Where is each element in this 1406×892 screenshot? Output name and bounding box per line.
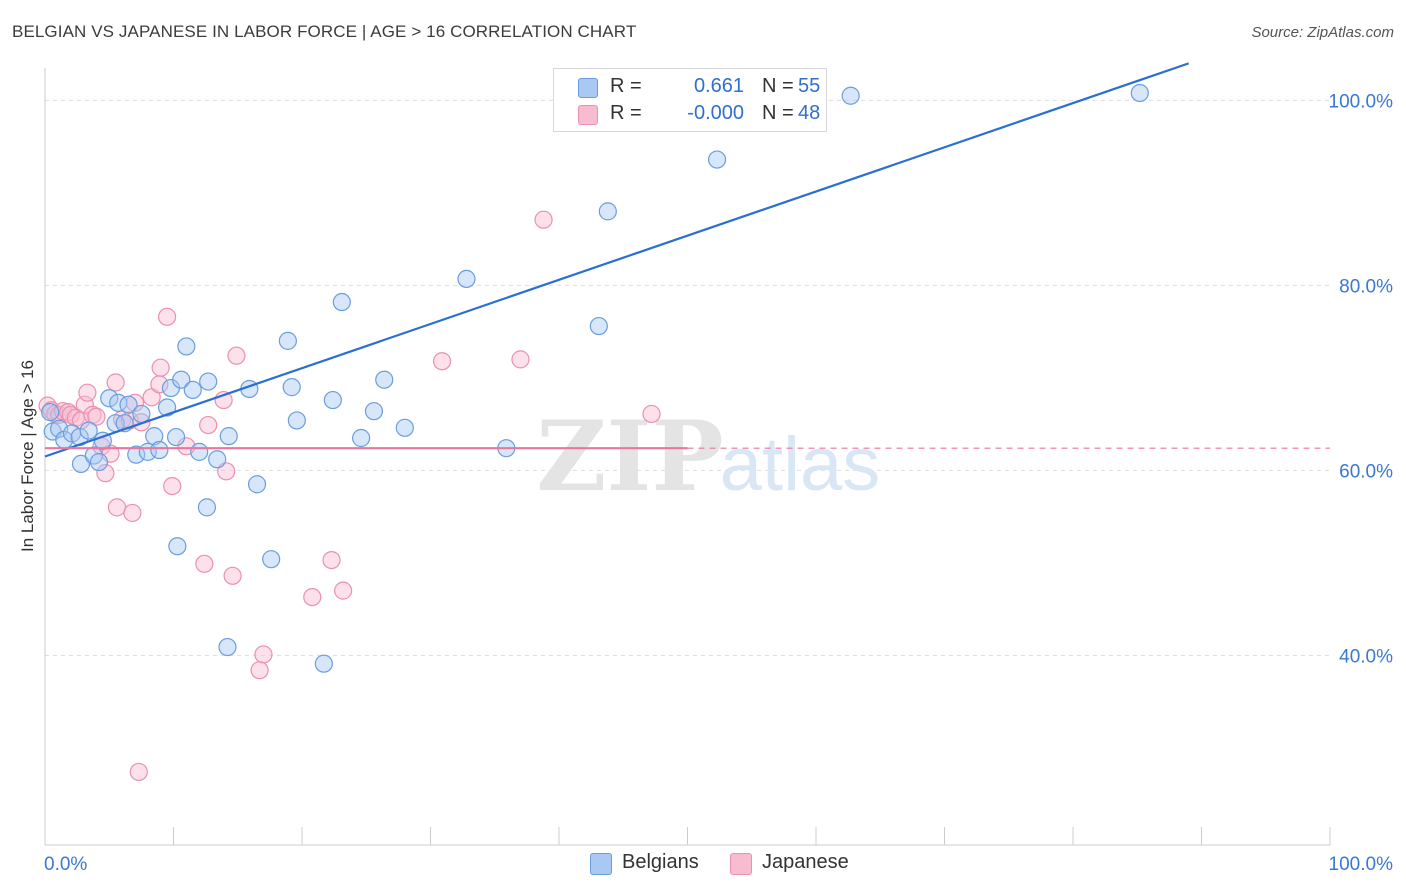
japanese-point: [157, 307, 177, 326]
y-tick-label: 60.0%: [1339, 461, 1393, 482]
japanese-point: [254, 645, 273, 664]
belgian-point: [218, 637, 237, 657]
belgian-points: [41, 83, 1149, 673]
belgian-point: [282, 378, 301, 397]
belgian-point: [132, 404, 151, 424]
japanese-point: [322, 550, 341, 570]
japanese-point: [151, 358, 170, 377]
belgian-point: [197, 498, 217, 517]
belgian-point: [89, 452, 109, 472]
japanese-point: [223, 566, 242, 585]
watermark-zip: ZIP: [536, 400, 723, 513]
japanese-point: [199, 415, 218, 435]
belgian-point: [352, 428, 371, 448]
belgian-point: [247, 475, 267, 494]
belgian-point: [79, 421, 98, 440]
japanese-point: [511, 350, 530, 369]
belgian-point: [1130, 83, 1149, 103]
belgian-point: [707, 150, 727, 169]
japanese-point: [106, 373, 125, 392]
japanese-legend-label: Japanese: [762, 851, 849, 873]
chart-title: BELGIAN VS JAPANESE IN LABOR FORCE | AGE…: [12, 22, 637, 41]
japanese-points: [38, 210, 661, 782]
japanese-point: [129, 762, 148, 782]
legend-r-label: R =: [610, 102, 642, 124]
chart-source: Source: ZipAtlas.com: [1251, 24, 1394, 41]
belgian-point: [166, 427, 186, 447]
belgian-point: [287, 411, 306, 430]
belgian-point: [375, 370, 394, 389]
legend-r-value: -0.000: [687, 102, 744, 124]
belgian-point: [172, 370, 191, 389]
legend-n-label: N =: [762, 75, 794, 97]
belgian-point: [127, 445, 146, 464]
japanese-point: [163, 477, 182, 496]
japanese-point: [195, 554, 214, 573]
belgian-point: [332, 292, 351, 312]
belgian-point: [119, 395, 138, 414]
belgian-point: [219, 427, 238, 446]
japanese-point: [61, 405, 80, 424]
belgian-point: [208, 450, 227, 469]
belgian-point: [168, 537, 187, 556]
belgians-legend-label: Belgians: [622, 851, 699, 873]
trend-layer: [44, 62, 1330, 458]
belgian-point: [41, 403, 60, 422]
belgian-point: [314, 654, 333, 673]
japanese-point: [78, 383, 97, 402]
japanese-point: [534, 210, 553, 229]
legend-n-label: N =: [762, 102, 794, 124]
belgian-point: [395, 418, 414, 437]
belgian-point: [177, 337, 196, 356]
belgian-point: [364, 402, 384, 421]
japanese-point: [334, 581, 353, 600]
belgians-swatch: [578, 78, 598, 98]
japanese-point: [123, 503, 142, 523]
belgian-point: [100, 389, 119, 408]
belgian-point: [71, 454, 91, 473]
y-tick-label: 100.0%: [1329, 91, 1394, 112]
belgian-point: [841, 86, 860, 105]
y-tick-label: 40.0%: [1339, 646, 1393, 667]
tick-label-layer: 40.0% 60.0% 80.0% 100.0% 0.0% 100.0%: [44, 91, 1393, 875]
belgian-point: [157, 398, 177, 417]
belgian-point: [457, 269, 476, 288]
y-axis-label: In Labor Force | Age > 16: [18, 359, 37, 553]
x-tick-label: 100.0%: [1329, 854, 1394, 875]
correlation-legend: R = 0.661 N = 55 R = -0.000 N = 48: [553, 68, 827, 132]
watermark-atlas: atlas: [720, 422, 881, 507]
belgian-point: [183, 380, 202, 399]
japanese-swatch: [578, 105, 598, 125]
japanese-point: [87, 407, 106, 426]
legend-n-value: 55: [798, 75, 821, 97]
belgian-point: [323, 390, 342, 410]
japanese-point: [107, 498, 127, 517]
japanese-point: [432, 352, 452, 371]
japanese-point: [303, 587, 322, 607]
belgians-legend-swatch: [590, 853, 612, 875]
japanese-point: [217, 462, 236, 481]
japanese-legend-swatch: [730, 853, 752, 875]
belgian-point: [199, 372, 218, 391]
belgian-point: [190, 442, 209, 461]
belgian-point: [278, 331, 297, 350]
japanese-point: [642, 404, 661, 424]
belgian-trend-line: [44, 62, 1190, 458]
japanese-point: [120, 411, 139, 430]
belgian-point: [589, 316, 608, 336]
japanese-point: [96, 464, 115, 483]
belgian-point: [145, 427, 164, 446]
japanese-point: [250, 661, 269, 680]
legend-n-value: 48: [798, 102, 821, 124]
legend-r-value: 0.661: [693, 75, 744, 97]
belgian-point: [150, 440, 169, 460]
legend-r-label: R =: [610, 75, 642, 97]
japanese-point: [227, 346, 246, 365]
y-tick-label: 80.0%: [1339, 276, 1393, 297]
belgian-point: [598, 202, 617, 221]
belgian-point: [262, 550, 281, 569]
x-tick-label: 0.0%: [44, 854, 87, 875]
